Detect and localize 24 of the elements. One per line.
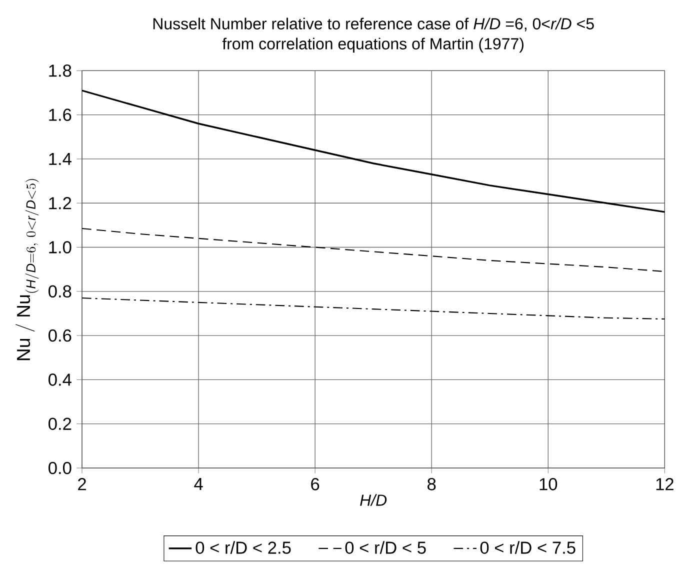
y-tick-label: 1.0 bbox=[49, 241, 72, 254]
y-tick-label: 0.4 bbox=[48, 374, 72, 386]
x-tick-label: 10 bbox=[540, 478, 558, 490]
y-tick-label: 0.0 bbox=[48, 462, 72, 474]
x-tick-label: 2 bbox=[78, 478, 86, 490]
chart-title: Nusselt Number relative to reference case of H/D =6, 0<r/D <5 from correlation equations of Martin (1977) bbox=[153, 18, 594, 53]
line-series bbox=[82, 90, 665, 213]
y-tick-label: 1.4 bbox=[49, 153, 72, 165]
y-tick-label: 1.2 bbox=[49, 197, 72, 210]
y-tick-label: 1.8 bbox=[49, 64, 72, 77]
x-tick-label: 8 bbox=[428, 478, 436, 490]
y-tick-label: 0.8 bbox=[48, 285, 72, 298]
legend-label: 0 < r/D < 2.5 bbox=[196, 541, 291, 554]
line-series bbox=[82, 297, 665, 320]
y-tick-label: 1.6 bbox=[49, 108, 72, 121]
y-tick-label: 0.6 bbox=[48, 329, 72, 342]
legend-label: 0 < r/D < 7.5 bbox=[480, 541, 576, 554]
legend-label: 0 < r/D < 5 bbox=[345, 541, 426, 554]
x-tick-label: 6 bbox=[311, 478, 320, 490]
x-tick-label: 12 bbox=[656, 478, 674, 490]
y-tick-label: 0.2 bbox=[48, 418, 72, 430]
x-tick-label: 4 bbox=[194, 478, 203, 490]
y-axis-title: $\mathrm{Nu\ /\ Nu}_{(\mathit{H/D}=6,\ 0<\mathit{r/D}<5)}$ bbox=[16, 179, 39, 360]
x-axis-title: H/D bbox=[360, 494, 387, 506]
